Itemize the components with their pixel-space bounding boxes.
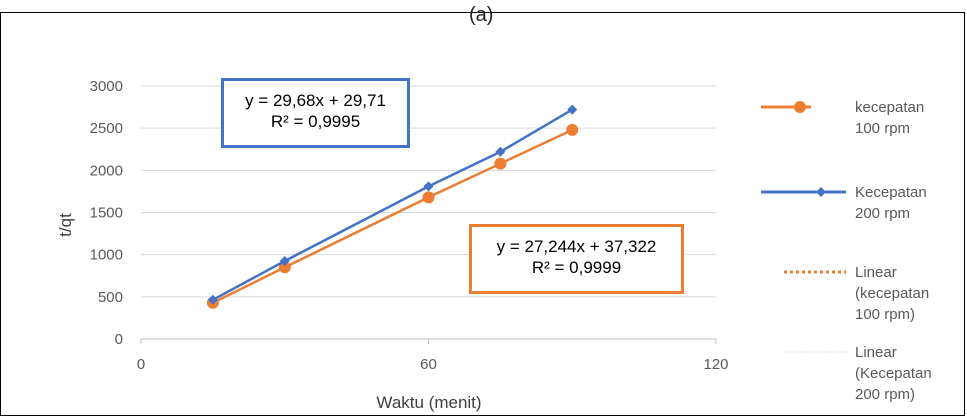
equation-blue-line2: R² = 0,9995 [270,112,361,131]
y-tick-label: 500 [98,289,123,306]
data-point-series-1 [278,261,291,274]
chart-svg: 0 500 1000 1500 2000 2500 3000 0 60 120 Waktu (me… [56,78,932,412]
equation-blue-line1: y = 29,68x + 29,71 [245,91,386,110]
legend-swatch-marker [816,187,826,197]
legend-label: 100 rpm) [855,306,915,323]
equation-box-blue: y = 29,68x + 29,71 R² = 0,9995 [221,78,410,148]
legend-swatch-marker [794,101,806,113]
data-point-series-1 [566,123,579,136]
equation-box-orange: y = 27,244x + 37,322 R² = 0,9999 [469,224,684,294]
data-point-series-2 [423,181,434,192]
x-axis-title: Waktu (menit) [376,393,481,412]
y-tick-label: 3000 [90,78,123,95]
legend-label: Linear [855,264,897,281]
y-tick-label: 1000 [90,247,123,264]
chart-frame: (a) 0 500 1000 1500 2000 2500 3000 0 60 120 Waktu… [0,4,965,416]
x-tick-label: 0 [137,356,145,373]
y-tick-label: 1500 [90,205,123,222]
series-layer [206,104,579,309]
legend: kecepatan 100 rpm Kecepatan 200 rpm Linear (k… [761,99,932,403]
x-tick-label: 120 [703,356,728,373]
data-point-series-2 [207,294,218,305]
data-point-series-1 [422,191,435,204]
legend-label: kecepatan [855,99,924,116]
legend-label: 200 rpm) [855,386,915,403]
equation-orange-line1: y = 27,244x + 37,322 [496,237,657,256]
legend-label: (kecepatan [855,285,929,302]
data-point-series-1 [494,157,507,170]
y-tick-label: 2500 [90,120,123,137]
data-point-series-2 [567,104,578,115]
y-axis-title: t/qt [56,213,75,237]
legend-label: (Kecepatan [855,365,932,382]
panel-label: (a) [469,4,494,26]
y-tick-label: 2000 [90,162,123,179]
legend-label: Linear [855,344,897,361]
legend-label: 200 rpm [855,205,910,222]
data-point-series-2 [495,146,506,157]
data-point-series-2 [279,255,290,266]
legend-label: 100 rpm [855,120,910,137]
grid-layer [141,85,716,298]
y-tick-label: 0 [115,331,123,348]
equation-orange-line2: R² = 0,9999 [531,258,622,277]
legend-label: Kecepatan [855,184,927,201]
x-tick-label: 60 [420,356,437,373]
axis-layer: 0 500 1000 1500 2000 2500 3000 0 60 120 [90,78,729,373]
